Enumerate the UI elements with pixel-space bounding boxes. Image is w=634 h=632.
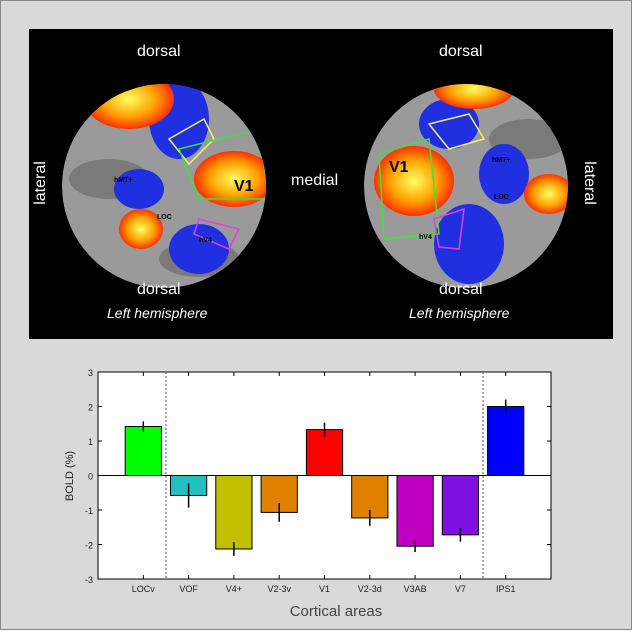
left-hv4-label: hV4 <box>199 237 212 244</box>
x-tick-label: V1 <box>319 584 330 594</box>
bar-v7 <box>441 475 480 536</box>
y-tick-label: -2 <box>85 541 93 551</box>
y-tick-label: -1 <box>85 506 93 516</box>
right-bottom-label: dorsal <box>439 281 483 298</box>
bar-v1 <box>305 429 344 476</box>
left-flatmap: V1 hMT+ LOC hV4 <box>62 84 266 288</box>
brain-maps-panel: V1 hMT+ LOC hV4 V1 hMT+ LOC hV4 dorsal d… <box>29 29 613 339</box>
right-hmt-label: hMT+ <box>492 157 510 164</box>
flatmaps: V1 hMT+ LOC hV4 V1 hMT+ LOC hV4 <box>62 84 568 288</box>
right-v1-label: V1 <box>389 159 409 176</box>
left-bottom-label: dorsal <box>137 281 181 298</box>
bar-v3ab <box>396 475 434 547</box>
x-tick-label: LOCv <box>132 584 156 594</box>
x-tick-label: V3AB <box>404 584 427 594</box>
right-flatmap: V1 hMT+ LOC hV4 <box>364 84 568 288</box>
left-caption: Left hemisphere <box>107 305 208 321</box>
right-loc-label: LOC <box>494 194 509 201</box>
y-tick-label: 2 <box>88 403 93 413</box>
medial-label: medial <box>291 172 339 189</box>
left-hmt-label: hMT+ <box>114 177 132 184</box>
right-side-label: lateral <box>580 161 598 205</box>
x-tick-label: VOF <box>179 584 198 594</box>
left-side-label: lateral <box>31 161 49 205</box>
x-tick-label: V4+ <box>226 584 242 594</box>
left-v1-label: V1 <box>234 178 254 195</box>
y-tick-label: 1 <box>88 437 93 447</box>
x-tick-label: V7 <box>455 584 466 594</box>
x-axis-label: Cortical areas <box>290 603 383 620</box>
x-tick-label: IPS1 <box>496 584 516 594</box>
y-tick-label: 3 <box>88 368 93 378</box>
right-caption: Left hemisphere <box>409 305 510 321</box>
y-tick-label: -3 <box>85 575 93 585</box>
right-hv4-label: hV4 <box>419 234 432 241</box>
y-tick-label: 0 <box>88 472 93 482</box>
bar-chart: -3 -2 -1 0 1 2 3 LOCv VOF V4+ V2-3v V1 V2-3d V3AB V7 IP… <box>64 368 552 620</box>
bar-v4+ <box>215 475 253 550</box>
bar-ips1 <box>487 406 525 476</box>
x-tick-label: V2-3v <box>267 584 291 594</box>
y-axis-label: BOLD (%) <box>64 451 76 501</box>
left-loc-label: LOC <box>157 214 172 221</box>
bar-locv <box>124 426 162 477</box>
x-tick-label: V2-3d <box>358 584 382 594</box>
right-top-label: dorsal <box>439 43 483 60</box>
left-top-label: dorsal <box>137 43 181 60</box>
